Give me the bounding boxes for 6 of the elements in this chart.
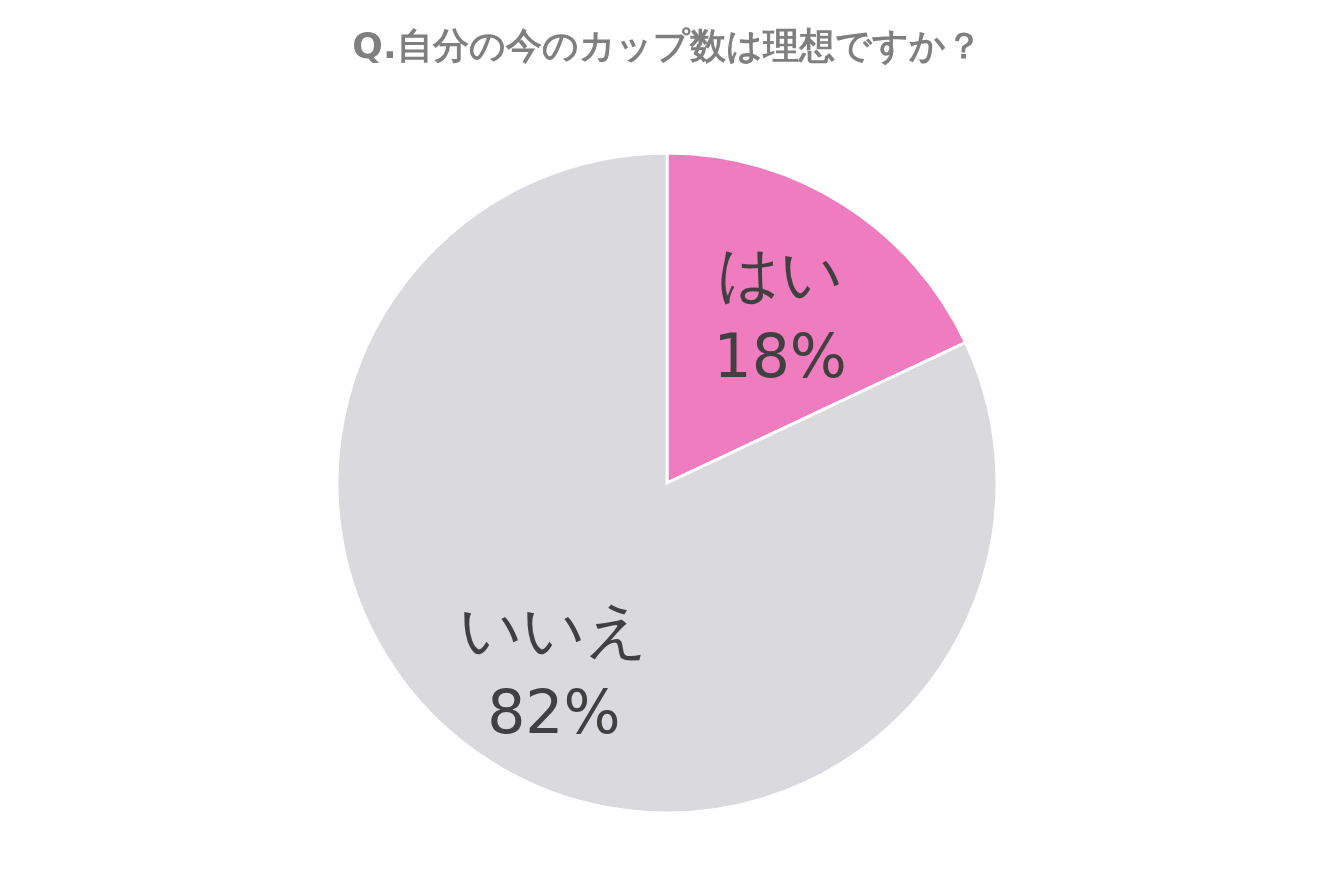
data-label: 82% [487, 677, 621, 748]
slice-label: はい [717, 236, 844, 310]
data-label: 18% [713, 320, 847, 391]
pie-slice [335, 151, 999, 815]
chart-title: Q.自分の今のカップ数は理想ですか？ [352, 25, 982, 66]
slice-label: いいえ [459, 593, 649, 667]
